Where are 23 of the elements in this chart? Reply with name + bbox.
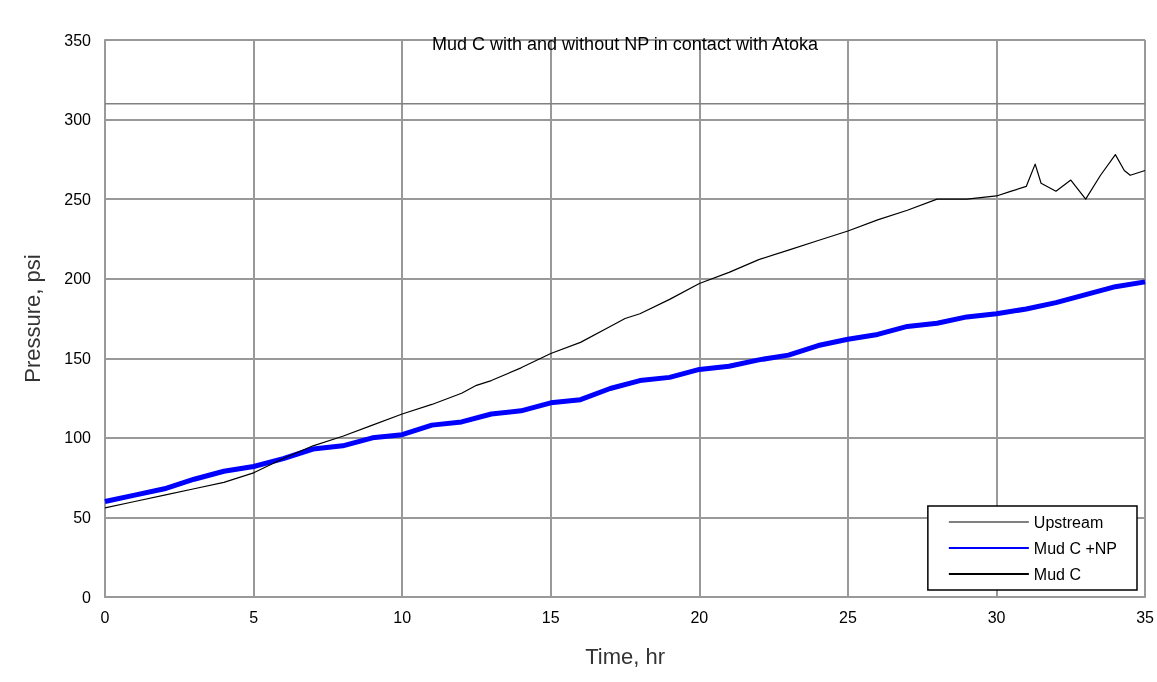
line-series xyxy=(104,153,1146,509)
legend-label: Mud C xyxy=(1033,565,1081,583)
y-tick-label: 200 xyxy=(64,270,92,288)
y-tick-label: 100 xyxy=(64,429,92,447)
x-tick-label: 35 xyxy=(1136,608,1155,626)
x-tick-label: 0 xyxy=(100,608,110,626)
x-tick-label: 5 xyxy=(249,608,259,626)
chart-title: Mud C with and without NP in contact with Atoka xyxy=(432,34,819,54)
y-axis-title: Pressure, psi xyxy=(19,254,45,383)
y-tick-label: 350 xyxy=(64,31,92,49)
x-tick-label: 25 xyxy=(839,608,857,626)
x-axis-title: Time, hr xyxy=(585,643,665,669)
x-tick-label: 15 xyxy=(541,608,560,626)
x-tick-label: 10 xyxy=(393,608,412,626)
y-tick-label: 50 xyxy=(73,508,92,526)
y-tick-label: 150 xyxy=(64,349,92,367)
legend-label: Mud C +NP xyxy=(1033,539,1117,557)
y-tick-label: 300 xyxy=(64,111,92,129)
x-tick-label: 30 xyxy=(987,608,1006,626)
x-tick-label: 20 xyxy=(690,608,709,626)
y-tick-label: 250 xyxy=(64,190,92,208)
legend-label: Upstream xyxy=(1033,513,1104,531)
y-tick-label: 0 xyxy=(82,588,92,606)
